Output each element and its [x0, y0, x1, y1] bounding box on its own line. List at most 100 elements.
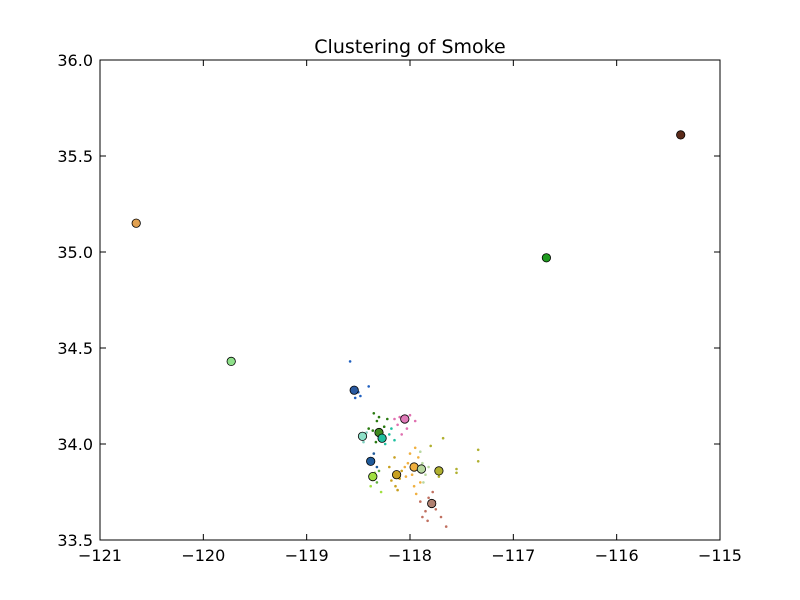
cluster-centroid — [427, 498, 437, 509]
data-point — [372, 412, 376, 415]
data-point — [424, 473, 427, 477]
data-point — [375, 481, 379, 484]
cluster-centroid — [541, 253, 552, 263]
cluster-centroid — [676, 130, 686, 140]
cluster-centroid — [349, 385, 359, 395]
data-point — [427, 465, 430, 469]
data-point — [390, 479, 393, 482]
data-point — [441, 436, 445, 440]
cluster-centroid — [434, 466, 444, 476]
data-point — [413, 446, 417, 450]
cluster-centroid — [368, 471, 378, 482]
axis-ticks: −121 −120 −119 −118 −117 −116 −115 33.5 34.0 34.5… — [57, 51, 742, 565]
data-point — [476, 460, 480, 463]
x-tick-label: −115 — [698, 546, 742, 565]
x-tick-label: −121 — [78, 546, 122, 565]
plot-area — [100, 60, 720, 540]
data-point — [408, 413, 412, 417]
data-point — [426, 519, 429, 523]
data-point — [348, 360, 352, 363]
y-tick-label: 34.5 — [57, 339, 93, 358]
data-point — [382, 425, 386, 429]
data-point — [434, 508, 438, 511]
data-point — [427, 496, 430, 500]
cluster-centroids — [131, 130, 686, 509]
data-point — [396, 423, 399, 427]
data-point — [414, 492, 418, 496]
data-point — [421, 515, 424, 519]
data-point — [400, 433, 404, 436]
data-point — [455, 471, 458, 475]
x-tick-label: −117 — [491, 546, 535, 565]
data-point — [429, 444, 433, 448]
data-point — [369, 484, 373, 488]
data-point — [405, 427, 409, 430]
data-point — [359, 394, 362, 398]
x-tick-label: −119 — [285, 546, 329, 565]
data-point — [400, 469, 404, 473]
cluster-centroid — [391, 470, 402, 480]
data-point — [379, 490, 383, 494]
x-tick-label: −116 — [595, 546, 639, 565]
y-tick-label: 35.0 — [57, 243, 93, 262]
data-point — [377, 469, 381, 473]
data-point — [444, 525, 448, 528]
data-point — [412, 484, 416, 488]
data-point — [367, 427, 371, 430]
data-point — [422, 481, 425, 484]
data-point — [393, 456, 396, 459]
data-point — [377, 415, 381, 419]
y-tick-label: 34.0 — [57, 435, 93, 454]
data-point — [394, 484, 397, 488]
data-point — [393, 438, 396, 442]
data-point — [388, 433, 391, 436]
x-tick-label: −118 — [388, 546, 432, 565]
data-point — [439, 515, 443, 519]
data-point — [365, 431, 368, 434]
cluster-centroid — [226, 356, 236, 366]
data-point — [408, 452, 412, 455]
data-point — [419, 450, 422, 454]
data-point — [393, 417, 396, 421]
cluster-centroid — [416, 464, 426, 474]
data-point — [398, 415, 402, 419]
cluster-centroid — [366, 456, 376, 466]
data-point — [419, 481, 422, 484]
data-point — [413, 419, 417, 423]
cluster-centroid — [357, 431, 368, 441]
data-point — [367, 385, 371, 388]
data-point — [390, 427, 393, 430]
data-point — [406, 461, 410, 465]
data-point — [476, 448, 480, 452]
data-point — [396, 488, 399, 492]
y-tick-label: 33.5 — [57, 531, 93, 550]
plot-frame — [99, 59, 721, 541]
data-point — [403, 465, 407, 469]
data-points — [348, 360, 480, 528]
data-point — [375, 419, 379, 423]
data-point — [371, 429, 375, 432]
x-tick-label: −120 — [181, 546, 225, 565]
chart-title: Clustering of Smoke — [314, 36, 505, 58]
data-point — [375, 465, 379, 469]
data-point — [421, 461, 424, 465]
cluster-centroid — [400, 414, 410, 424]
y-tick-label: 35.5 — [57, 147, 93, 166]
data-point — [372, 452, 376, 455]
data-point — [362, 440, 365, 444]
data-point — [431, 490, 435, 494]
data-point — [353, 396, 357, 400]
data-point — [388, 465, 391, 469]
data-point — [424, 509, 427, 513]
cluster-centroid — [377, 433, 387, 443]
data-point — [383, 442, 387, 446]
y-tick-label: 36.0 — [57, 51, 93, 70]
data-point — [410, 473, 414, 477]
data-point — [386, 417, 389, 421]
data-point — [417, 456, 420, 459]
data-point — [455, 467, 458, 471]
data-point — [437, 475, 441, 478]
cluster-centroid — [131, 218, 141, 228]
data-point — [419, 500, 422, 503]
